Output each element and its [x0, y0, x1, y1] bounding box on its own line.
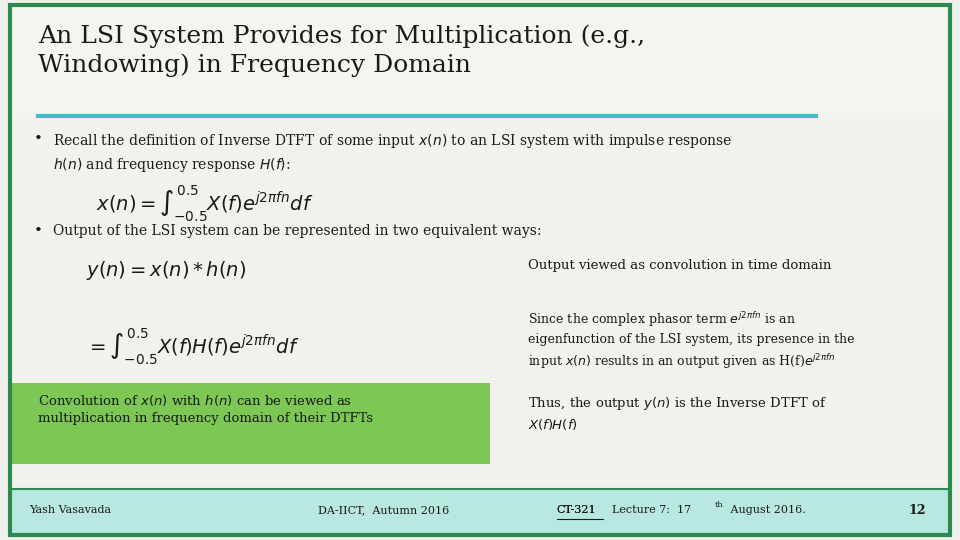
Text: Output viewed as convolution in time domain: Output viewed as convolution in time dom… — [528, 259, 831, 272]
Text: CT-321: CT-321 — [557, 505, 596, 515]
Text: Recall the definition of Inverse DTFT of some input $x(n)$ to an LSI system with: Recall the definition of Inverse DTFT of… — [53, 132, 732, 173]
Text: •: • — [34, 224, 42, 238]
Text: DA-IICT,  Autumn 2016: DA-IICT, Autumn 2016 — [319, 505, 449, 515]
Text: Output of the LSI system can be represented in two equivalent ways:: Output of the LSI system can be represen… — [53, 224, 541, 238]
Text: Yash Vasavada: Yash Vasavada — [29, 505, 111, 515]
Text: $x(n) = \int_{-0.5}^{0.5} X(f)e^{j2\pi f n}df$: $x(n) = \int_{-0.5}^{0.5} X(f)e^{j2\pi f… — [96, 184, 314, 224]
Text: An LSI System Provides for Multiplication (e.g.,
Windowing) in Frequency Domain: An LSI System Provides for Multiplicatio… — [38, 24, 645, 77]
FancyBboxPatch shape — [10, 489, 950, 535]
Text: Thus, the output $y(n)$ is the Inverse DTFT of
$X(f)H(f)$: Thus, the output $y(n)$ is the Inverse D… — [528, 395, 827, 432]
Text: Lecture 7:  17: Lecture 7: 17 — [605, 505, 691, 515]
FancyBboxPatch shape — [10, 383, 490, 464]
Text: 12: 12 — [908, 504, 925, 517]
Text: $y(n) = x(n) * h(n)$: $y(n) = x(n) * h(n)$ — [86, 259, 247, 282]
FancyBboxPatch shape — [10, 5, 950, 119]
Text: •: • — [34, 132, 42, 146]
Text: th: th — [715, 501, 724, 509]
Text: August 2016.: August 2016. — [727, 505, 805, 515]
Text: Convolution of $x(n)$ with $h(n)$ can be viewed as
multiplication in frequency d: Convolution of $x(n)$ with $h(n)$ can be… — [38, 393, 373, 425]
Text: $= \int_{-0.5}^{0.5} X(f)H(f)e^{j2\pi f n}df$: $= \int_{-0.5}^{0.5} X(f)H(f)e^{j2\pi f … — [86, 327, 300, 367]
Text: CT-321: CT-321 — [557, 505, 596, 515]
FancyBboxPatch shape — [10, 119, 950, 491]
Text: Since the complex phasor term $e^{j2\pi fn}$ is an
eigenfunction of the LSI syst: Since the complex phasor term $e^{j2\pi … — [528, 310, 854, 371]
